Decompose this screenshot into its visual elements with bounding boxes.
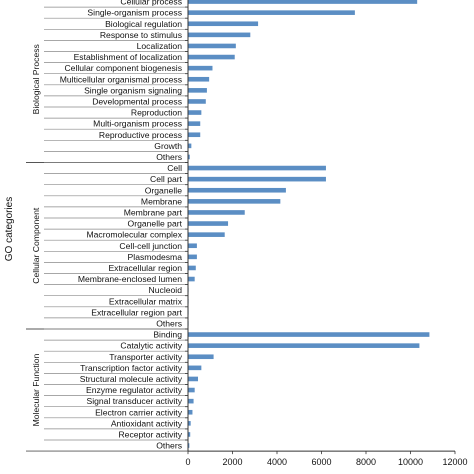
bar — [188, 332, 430, 337]
category-label: Organelle — [145, 185, 182, 195]
bar — [188, 199, 281, 204]
bar — [188, 43, 236, 49]
category-label: Transcription factor activity — [80, 363, 183, 373]
category-label: Membrane-enclosed lumen — [78, 274, 182, 284]
bar — [188, 343, 420, 348]
bar — [188, 387, 195, 393]
bar — [188, 32, 251, 38]
group-label: Cellular Component — [31, 207, 41, 284]
category-label: Multi-organism process — [93, 119, 182, 129]
bar — [188, 0, 418, 4]
x-tick-label: 0 — [185, 457, 190, 467]
category-label: Extracellular region part — [91, 307, 182, 317]
bar — [188, 376, 199, 382]
category-label: Single-organism process — [87, 8, 182, 18]
group-label: Biological Process — [31, 44, 41, 114]
category-label: Cell part — [150, 174, 183, 184]
bar — [188, 254, 197, 260]
x-tick-label: 6000 — [311, 457, 331, 467]
bar — [188, 10, 355, 15]
bar — [188, 432, 191, 437]
category-label: Reproductive process — [99, 130, 182, 140]
bar — [188, 143, 192, 149]
bar — [188, 165, 326, 171]
category-label: Others — [156, 441, 182, 451]
category-label: Reproduction — [131, 108, 182, 118]
bar — [188, 132, 201, 138]
category-label: Cell — [167, 163, 182, 173]
category-label: Others — [156, 318, 182, 328]
bar — [188, 65, 213, 71]
category-label: Membrane part — [124, 207, 183, 217]
bar — [188, 276, 195, 282]
category-label: Cellular component biogenesis — [64, 63, 182, 73]
bar — [188, 176, 326, 182]
group-label: Molecular Function — [31, 354, 41, 427]
category-label: Enzyme regulator activity — [86, 385, 183, 395]
category-label: Organelle part — [128, 219, 183, 229]
bar-layer — [188, 0, 430, 448]
bar — [188, 210, 245, 215]
category-label: Others — [156, 152, 182, 162]
category-label: Transporter activity — [109, 352, 182, 362]
x-tick-label: 4000 — [267, 457, 287, 467]
bar — [188, 232, 225, 237]
axis-layer: 0 2000 4000 6000 8000 10000 12000 — [185, 0, 468, 467]
bar — [188, 243, 197, 249]
bar — [188, 409, 193, 415]
category-label: Macromolecular complex — [86, 230, 182, 240]
bar — [188, 110, 202, 115]
category-label: Extracellular matrix — [109, 296, 183, 306]
x-tick-label: 8000 — [356, 457, 376, 467]
bar — [188, 99, 206, 104]
category-label: Cell-cell junction — [119, 241, 182, 251]
y-axis-title: GO categories — [4, 197, 15, 261]
category-label: Signal transducer activity — [86, 396, 182, 406]
bar — [188, 121, 201, 126]
category-label: Plasmodesma — [128, 252, 183, 262]
bar — [188, 365, 202, 371]
bar — [188, 21, 259, 27]
category-label: Receptor activity — [118, 429, 182, 439]
bar — [188, 421, 191, 426]
bar — [188, 221, 229, 226]
x-tick-label: 12000 — [442, 457, 467, 467]
x-tick-label: 10000 — [398, 457, 423, 467]
bar — [188, 265, 196, 271]
category-label: Membrane — [141, 196, 182, 206]
category-label: Electron carrier activity — [95, 407, 183, 417]
bar — [188, 154, 190, 160]
category-label: Localization — [137, 41, 183, 51]
category-label: Biological regulation — [105, 19, 182, 29]
bar — [188, 76, 210, 82]
category-label: Binding — [153, 330, 182, 340]
category-label: Establishment of localization — [74, 52, 183, 62]
category-label: Structural molecule activity — [80, 374, 183, 384]
bar — [188, 398, 194, 404]
bar — [188, 187, 286, 193]
category-label: Nucleoid — [149, 285, 183, 295]
x-tick-label: 2000 — [222, 457, 242, 467]
category-label: Cellular process — [120, 0, 182, 7]
bar — [188, 54, 235, 60]
category-label: Developmental process — [92, 96, 182, 106]
category-label: Antioxidant activity — [111, 418, 183, 428]
category-label: Catalytic activity — [120, 341, 182, 351]
category-label: Growth — [154, 141, 182, 151]
category-label: Single organism signaling — [84, 85, 182, 95]
bar — [188, 88, 207, 93]
bar — [188, 354, 214, 360]
category-label: Response to stimulus — [100, 30, 182, 40]
category-label: Multicellular organismal process — [60, 74, 182, 84]
bar — [188, 443, 190, 448]
category-label: Extracellular region — [108, 263, 182, 273]
